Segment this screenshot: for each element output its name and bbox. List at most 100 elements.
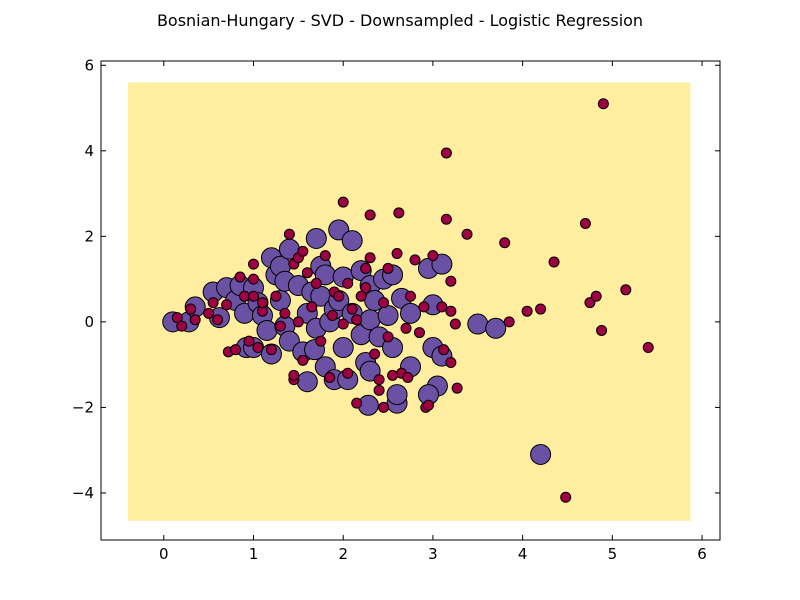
data-point <box>382 262 394 274</box>
data-point <box>310 277 322 289</box>
data-point <box>590 290 602 302</box>
data-point <box>248 258 260 270</box>
data-point <box>319 250 331 262</box>
data-point <box>279 307 291 319</box>
data-point <box>234 271 246 283</box>
data-point <box>440 213 452 225</box>
data-point <box>248 290 260 302</box>
x-tick-label: 1 <box>249 545 259 563</box>
series-1 <box>171 98 654 503</box>
data-point <box>305 227 327 249</box>
data-point <box>256 319 278 341</box>
x-tick-label: 2 <box>338 545 348 563</box>
y-tick-label: 4 <box>84 142 94 160</box>
data-point <box>360 282 372 294</box>
data-point <box>485 317 507 339</box>
data-point <box>337 196 349 208</box>
data-point <box>342 367 354 379</box>
data-point <box>393 207 405 219</box>
data-point <box>382 331 394 343</box>
data-point <box>248 273 260 285</box>
x-axis: 0 1 2 3 4 5 6 <box>159 61 707 563</box>
data-point <box>346 303 358 315</box>
data-point <box>355 290 367 302</box>
data-point <box>171 312 183 324</box>
data-point <box>467 313 489 335</box>
data-point <box>212 314 224 326</box>
data-point <box>596 324 608 336</box>
x-tick-label: 4 <box>518 545 528 563</box>
data-point <box>292 316 304 328</box>
data-point <box>221 299 233 311</box>
data-point <box>185 303 197 315</box>
data-point <box>315 335 327 347</box>
data-point <box>422 399 434 411</box>
data-point <box>373 384 385 396</box>
data-point <box>297 245 309 257</box>
data-point <box>373 374 385 386</box>
data-point <box>176 320 188 332</box>
data-point <box>440 147 452 159</box>
data-point <box>288 369 300 381</box>
data-point <box>405 290 416 302</box>
chart-title: Bosnian-Hungary - SVD - Downsampled - Lo… <box>157 11 643 30</box>
data-point <box>499 237 511 249</box>
data-point <box>333 290 345 302</box>
y-tick-label: 0 <box>84 313 94 331</box>
data-point <box>364 209 376 221</box>
data-point <box>252 342 264 354</box>
data-point <box>400 322 412 334</box>
data-point <box>326 309 338 321</box>
y-tick-label: 6 <box>84 56 94 74</box>
data-point <box>265 344 277 356</box>
data-point <box>306 301 318 313</box>
plot-area <box>100 60 721 541</box>
x-tick-label: 0 <box>159 545 169 563</box>
data-point <box>418 301 430 313</box>
data-point <box>203 307 215 319</box>
data-point <box>283 228 295 240</box>
data-point <box>360 262 372 274</box>
data-point <box>438 344 450 356</box>
data-point <box>597 98 609 110</box>
data-point <box>296 371 318 393</box>
data-point <box>391 247 403 259</box>
data-point <box>579 218 591 230</box>
data-point <box>620 284 632 296</box>
x-tick-label: 5 <box>608 545 618 563</box>
data-point <box>270 290 282 302</box>
data-point <box>207 297 219 309</box>
data-point <box>560 491 572 503</box>
axes-frame <box>100 60 721 541</box>
y-tick-label: 2 <box>84 227 94 245</box>
y-tick-label: −4 <box>72 484 94 502</box>
data-point <box>387 369 399 381</box>
data-point <box>413 327 425 339</box>
data-point <box>503 316 515 328</box>
data-point <box>341 230 363 252</box>
data-point <box>324 371 336 383</box>
data-point <box>449 318 461 330</box>
data-point <box>230 344 242 356</box>
data-point <box>521 305 533 317</box>
data-point <box>386 384 408 406</box>
data-point <box>256 297 268 309</box>
data-point <box>402 371 414 383</box>
data-point <box>642 342 654 354</box>
data-point <box>445 305 457 317</box>
data-point <box>377 304 399 326</box>
data-point <box>461 228 473 240</box>
data-point <box>427 250 439 262</box>
data-point <box>369 348 381 360</box>
y-tick-label: −2 <box>72 398 94 416</box>
data-point <box>451 382 463 394</box>
data-point <box>409 254 421 266</box>
data-point <box>351 397 363 409</box>
y-axis: −4 −2 0 2 4 6 <box>72 56 720 502</box>
data-point <box>530 443 552 465</box>
data-point <box>548 256 560 268</box>
data-point <box>445 357 457 369</box>
data-point <box>274 320 286 332</box>
x-tick-label: 3 <box>428 545 438 563</box>
